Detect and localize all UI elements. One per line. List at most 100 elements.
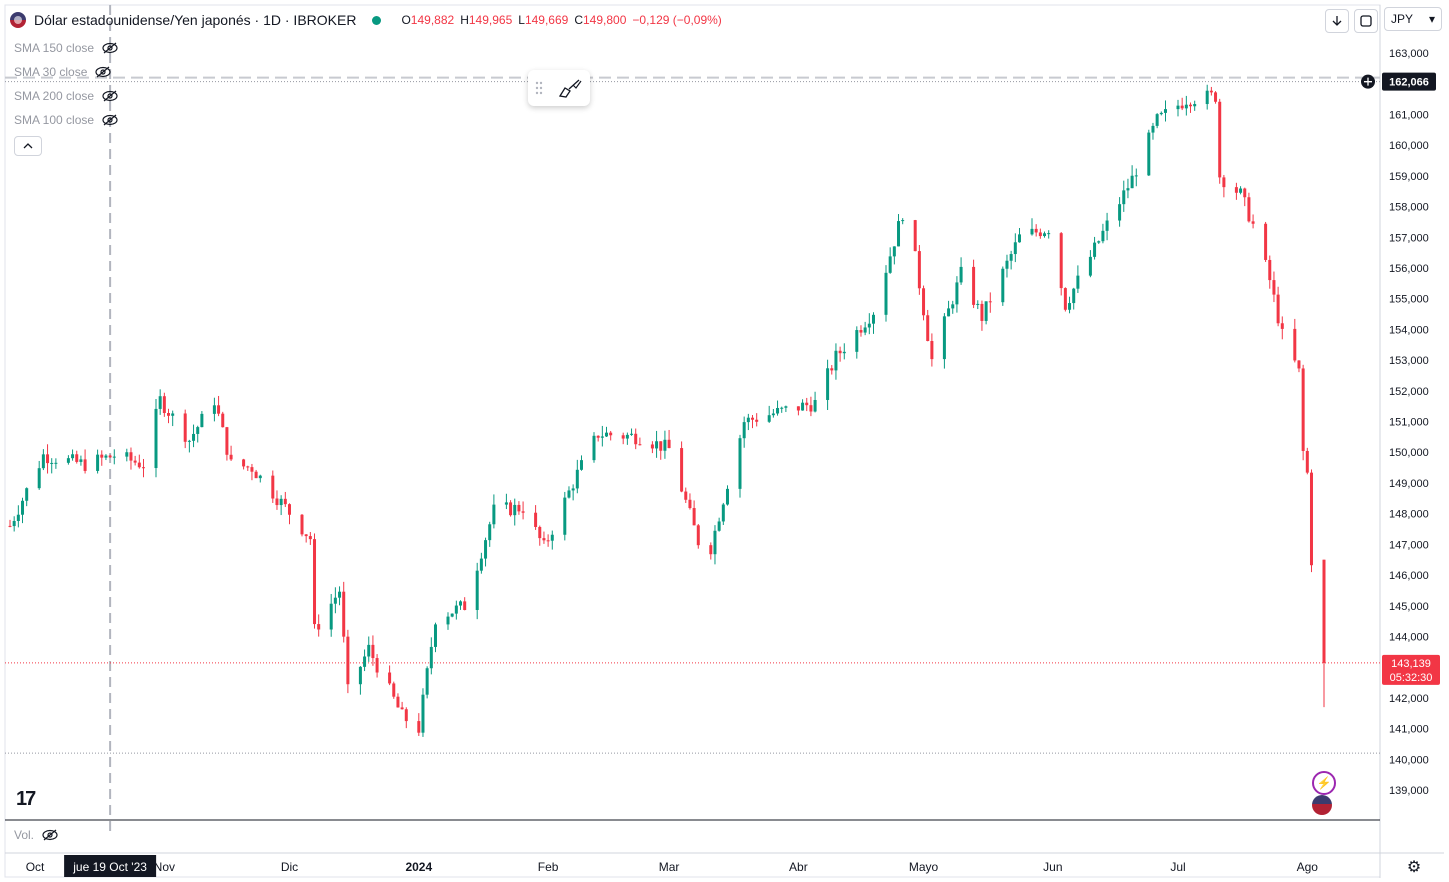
download-button[interactable] bbox=[1325, 9, 1349, 33]
candle bbox=[955, 276, 959, 313]
lightning-event-icon[interactable]: ⚡ bbox=[1312, 771, 1336, 795]
candle-body bbox=[1189, 104, 1193, 107]
floating-drawing-toolbar[interactable] bbox=[528, 70, 590, 106]
candle bbox=[367, 636, 371, 662]
candle bbox=[546, 534, 550, 547]
candle bbox=[1193, 100, 1197, 111]
candle bbox=[709, 542, 713, 560]
candle-body bbox=[217, 405, 221, 414]
candle-body bbox=[600, 436, 604, 438]
candle bbox=[66, 455, 70, 465]
eye-off-icon[interactable] bbox=[102, 42, 118, 54]
us-flag-event-icon[interactable] bbox=[1312, 795, 1332, 815]
candle-body bbox=[721, 504, 725, 522]
candle bbox=[1001, 266, 1005, 306]
price-tick-label: 149,000 bbox=[1389, 478, 1429, 490]
candle-body bbox=[46, 454, 50, 464]
candle-body bbox=[37, 468, 41, 489]
candle bbox=[688, 493, 692, 510]
currency-select[interactable]: JPY ▾ bbox=[1384, 7, 1442, 31]
tradingview-logo[interactable]: 17 bbox=[16, 788, 36, 810]
indicator-sma200[interactable]: SMA 200 close bbox=[14, 84, 118, 108]
candle-body bbox=[1034, 228, 1038, 233]
candle-body bbox=[988, 301, 992, 303]
candle-body bbox=[41, 454, 45, 469]
candle bbox=[429, 637, 433, 675]
candle-body bbox=[746, 417, 750, 423]
candle-body bbox=[717, 521, 721, 531]
candle-body bbox=[1280, 323, 1284, 329]
price-axis[interactable]: 163,000162,000161,000160,000159,000158,0… bbox=[1361, 48, 1440, 797]
candle bbox=[46, 444, 50, 474]
countdown-label: 05:32:30 bbox=[1390, 672, 1433, 684]
candle bbox=[1293, 318, 1297, 363]
crosshair-date-label: jue 19 Oct '23 bbox=[72, 860, 147, 874]
candle-body bbox=[1101, 230, 1105, 242]
candle-body bbox=[1184, 104, 1188, 109]
candle-body bbox=[1097, 241, 1101, 243]
candle-body bbox=[1005, 260, 1009, 269]
candle bbox=[713, 525, 717, 565]
price-tick-label: 146,000 bbox=[1389, 570, 1429, 582]
candle bbox=[951, 300, 955, 314]
symbol-title[interactable]: Dólar estadounidense/Yen japonés · 1D · … bbox=[34, 12, 357, 28]
time-tick-label: Nov bbox=[154, 860, 175, 874]
candle bbox=[517, 501, 521, 515]
indicator-sma150[interactable]: SMA 150 close bbox=[14, 36, 118, 60]
candle-body bbox=[16, 514, 20, 522]
eye-off-icon[interactable] bbox=[102, 114, 118, 126]
candle bbox=[796, 406, 800, 416]
candle-body bbox=[1222, 177, 1226, 188]
candle bbox=[450, 613, 454, 618]
candle bbox=[755, 413, 759, 427]
time-tick-label: Jun bbox=[1043, 860, 1062, 874]
time-tick-label: Oct bbox=[26, 860, 45, 874]
candle bbox=[459, 600, 463, 610]
candle-body bbox=[1297, 360, 1301, 369]
candle-body bbox=[834, 350, 838, 371]
candle bbox=[746, 413, 750, 431]
candle bbox=[830, 365, 834, 375]
brush-icon[interactable] bbox=[557, 77, 583, 99]
indicator-sma30[interactable]: SMA 30 close bbox=[14, 60, 118, 84]
time-tick-label: 2024 bbox=[405, 860, 432, 874]
candle-body bbox=[475, 570, 479, 610]
candle-body bbox=[1155, 114, 1159, 126]
candle bbox=[283, 491, 287, 508]
candle bbox=[834, 343, 838, 380]
candle-body bbox=[947, 308, 951, 317]
candle-body bbox=[1147, 132, 1151, 176]
candle bbox=[534, 505, 538, 530]
eye-off-icon[interactable] bbox=[102, 90, 118, 102]
candle-body bbox=[1105, 220, 1109, 231]
candle-body bbox=[396, 696, 400, 708]
fullscreen-button[interactable] bbox=[1354, 9, 1378, 33]
time-axis[interactable]: Oct Nov Dic 2024 Feb Mar Abr Mayo Jun Jul Ago jue 1… bbox=[26, 855, 1319, 877]
candle bbox=[1005, 254, 1009, 278]
candle-body bbox=[1205, 90, 1209, 105]
candle-body bbox=[287, 504, 291, 515]
candle-body bbox=[755, 419, 759, 422]
drag-handle-icon[interactable] bbox=[535, 81, 543, 95]
candle-body bbox=[1072, 288, 1076, 304]
candle-body bbox=[709, 545, 713, 555]
time-tick-label: Dic bbox=[281, 860, 298, 874]
candle bbox=[988, 292, 992, 313]
candle-body bbox=[404, 709, 408, 722]
volume-legend[interactable]: Vol. bbox=[14, 828, 58, 842]
eye-off-icon[interactable] bbox=[95, 66, 111, 78]
price-tick-label: 157,000 bbox=[1389, 232, 1429, 244]
ohlc-values: O149,882 H149,965 L149,669 C149,800 −0,1… bbox=[401, 13, 722, 27]
candle-body bbox=[246, 466, 250, 468]
indicator-sma100[interactable]: SMA 100 close bbox=[14, 108, 118, 132]
candle bbox=[8, 519, 12, 528]
candle bbox=[242, 458, 246, 470]
collapse-legend-button[interactable] bbox=[14, 136, 42, 156]
price-tick-label: 140,000 bbox=[1389, 754, 1429, 766]
chart-settings-button[interactable]: ⚙ bbox=[1404, 857, 1424, 877]
eye-off-icon[interactable] bbox=[42, 829, 58, 841]
candle bbox=[338, 586, 342, 606]
candle bbox=[867, 313, 871, 335]
candle-body bbox=[809, 405, 813, 412]
